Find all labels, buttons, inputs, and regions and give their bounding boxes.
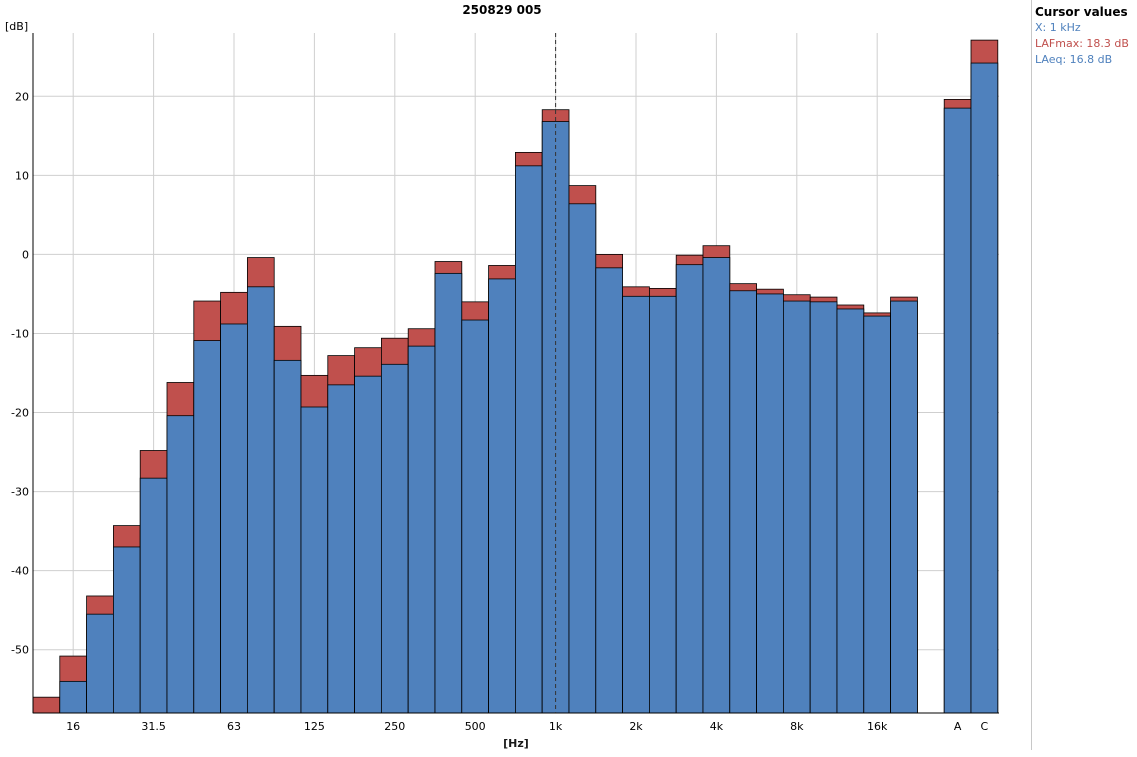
x-tick-labels: 16 31.5 63 125 250 500 1k 2k 4k 8k 16k A C — [66, 720, 988, 733]
bar-series — [32, 39, 999, 714]
y-axis-label: [dB] — [5, 20, 28, 33]
laeq-bar-500[interactable] — [461, 319, 489, 714]
x-tick-label: 2k — [629, 720, 643, 733]
laeq-bar-2.5k[interactable] — [649, 295, 677, 714]
cursor-lafmax-value: LAFmax: 18.3 dB — [1035, 37, 1129, 50]
x-tick-label: 125 — [304, 720, 325, 733]
laeq-bar-200[interactable] — [354, 375, 382, 714]
laeq-bar-12.5k[interactable] — [836, 308, 865, 714]
x-tick-label: 63 — [227, 720, 241, 733]
x-tick-label: 500 — [465, 720, 486, 733]
laeq-bar-20k[interactable] — [890, 300, 918, 714]
laeq-bar-80[interactable] — [246, 286, 275, 714]
laeq-bar-100[interactable] — [273, 359, 302, 714]
cursor-values-panel: Cursor values X: 1 kHz LAFmax: 18.3 dB L… — [1035, 4, 1135, 68]
laeq-bar-40[interactable] — [166, 415, 195, 714]
cursor-x-value: X: 1 kHz — [1035, 21, 1081, 34]
cursor-laeq-value: LAeq: 16.8 dB — [1035, 53, 1113, 66]
y-tick-label: -20 — [11, 407, 29, 420]
laeq-bar-10k[interactable] — [809, 301, 838, 714]
axes — [32, 33, 999, 714]
laeq-bar-8k[interactable] — [783, 300, 811, 714]
cursor-values-heading: Cursor values — [1035, 5, 1128, 19]
laeq-bar-160[interactable] — [327, 384, 355, 714]
laeq-bar-A[interactable] — [943, 107, 972, 714]
x-axis-label: [Hz] — [503, 737, 529, 750]
x-tick-label: 31.5 — [141, 720, 166, 733]
laeq-bar-630[interactable] — [488, 278, 516, 714]
laeq-bar-1.6k[interactable] — [595, 267, 623, 714]
laeq-bar-250[interactable] — [380, 363, 409, 714]
y-tick-label: -40 — [11, 565, 29, 578]
x-tick-label: 250 — [384, 720, 405, 733]
laeq-bar-5k[interactable] — [729, 290, 757, 714]
laeq-bar-6.3k[interactable] — [756, 293, 784, 714]
laeq-bar-1.25k[interactable] — [568, 203, 597, 714]
x-tick-label: 16 — [66, 720, 80, 733]
laeq-bar-4k[interactable] — [702, 257, 731, 714]
x-tick-label: C — [981, 720, 989, 733]
y-tick-label: -50 — [11, 644, 29, 657]
x-tick-label: 8k — [790, 720, 804, 733]
laeq-bar-25[interactable] — [113, 546, 141, 714]
x-tick-label: A — [954, 720, 962, 733]
laeq-bar-125[interactable] — [300, 406, 329, 714]
y-tick-labels: -50 -40 -30 -20 -10 0 10 20 — [11, 90, 29, 656]
y-tick-label: 0 — [22, 248, 29, 261]
laeq-bar-400[interactable] — [434, 272, 463, 714]
lafmax-bar-12.5[interactable] — [32, 696, 61, 714]
laeq-bar-3.15k[interactable] — [675, 264, 704, 714]
spectrum-chart: -50 -40 -30 -20 -10 0 10 20 16 31.5 63 125 250 500 1k… — [5, 3, 999, 750]
y-tick-label: 10 — [15, 169, 29, 182]
laeq-bar-63[interactable] — [220, 323, 248, 714]
chart-title: 250829 005 — [462, 3, 541, 17]
y-tick-label: -30 — [11, 486, 29, 499]
laeq-bar-800[interactable] — [515, 165, 543, 714]
x-tick-label: 4k — [710, 720, 724, 733]
laeq-bar-2k[interactable] — [622, 295, 650, 714]
laeq-bar-20[interactable] — [86, 613, 114, 714]
laeq-bar-50[interactable] — [193, 340, 222, 714]
x-tick-label: 16k — [867, 720, 888, 733]
y-tick-label: -10 — [11, 327, 29, 340]
y-tick-label: 20 — [15, 90, 29, 103]
laeq-bar-16[interactable] — [59, 680, 87, 714]
laeq-bar-31.5[interactable] — [139, 477, 168, 714]
laeq-bar-315[interactable] — [407, 345, 436, 714]
panel-divider — [1031, 0, 1032, 750]
laeq-bar-C[interactable] — [970, 62, 999, 714]
x-tick-label: 1k — [549, 720, 563, 733]
laeq-bar-16k[interactable] — [863, 315, 891, 714]
